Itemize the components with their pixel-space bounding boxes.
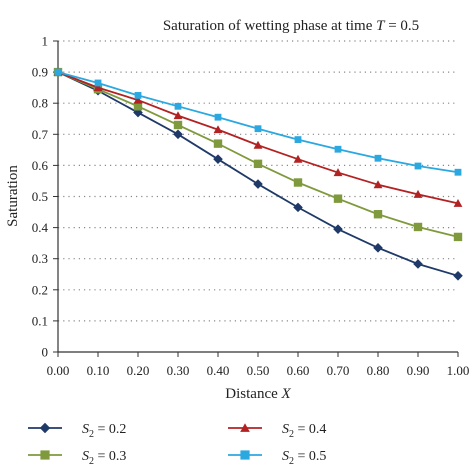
x-tick-label: 0.00 [47, 363, 70, 378]
data-point [213, 139, 223, 148]
data-point [294, 136, 302, 143]
legend-item: S2 = 0.4 [228, 422, 326, 440]
x-axis-label: Distance X [225, 386, 291, 402]
data-point [253, 159, 263, 169]
data-point [293, 154, 303, 163]
x-tick-label: 0.60 [287, 363, 310, 378]
data-point [333, 224, 343, 234]
data-point [374, 154, 382, 162]
y-tick-label: 0.8 [32, 96, 48, 111]
y-tick-label: 0.1 [32, 313, 48, 328]
x-tick-label: 0.40 [207, 363, 230, 378]
y-tick-label: 1 [42, 34, 49, 49]
legend-label: S2 = 0.4 [282, 422, 326, 440]
data-point [94, 79, 102, 87]
legend-label: S2 = 0.3 [82, 449, 126, 467]
data-point [334, 145, 342, 153]
data-point [173, 120, 183, 130]
chart-title: Saturation of wetting phase at time T = … [163, 18, 419, 34]
x-tick-label: 1.00 [447, 363, 470, 378]
data-point [453, 232, 463, 242]
data-point [173, 111, 183, 120]
y-tick-label: 0 [42, 345, 49, 360]
data-point [413, 222, 423, 232]
data-point [373, 210, 383, 219]
data-point [414, 162, 422, 170]
data-point [214, 113, 222, 121]
data-point [133, 95, 143, 104]
x-tick-labels: 0.00 0.10 0.20 0.30 0.40 0.50 0.60 0.70 0.80 0.90… [47, 363, 470, 378]
y-tick-label: 0.3 [32, 251, 48, 266]
y-tick-label: 0.9 [32, 65, 48, 80]
legend-item: S2 = 0.2 [28, 422, 126, 440]
data-point [213, 154, 223, 164]
x-tick-label: 0.20 [127, 363, 150, 378]
data-point [373, 243, 383, 253]
legend-item: S2 = 0.5 [228, 449, 326, 467]
y-tick-label: 0.5 [32, 189, 48, 204]
data-point [213, 125, 223, 134]
x-tick-label: 0.90 [407, 363, 430, 378]
legend-label: S2 = 0.5 [282, 449, 326, 467]
data-point [333, 194, 343, 203]
legend-marker [40, 450, 50, 460]
data-point [93, 83, 103, 92]
gridlines [58, 40, 458, 322]
data-point [173, 129, 183, 140]
x-tick-label: 0.80 [367, 363, 390, 378]
y-tick-label: 0.7 [32, 127, 49, 142]
y-tick-label: 0.6 [32, 158, 49, 173]
data-point [333, 168, 343, 177]
data-point [413, 189, 423, 198]
data-point [293, 178, 303, 187]
series-4 [54, 68, 462, 176]
series-1 [53, 67, 463, 281]
data-point [174, 102, 182, 110]
series-group [53, 67, 463, 281]
legend-item: S2 = 0.3 [28, 449, 126, 467]
y-tick-labels: 0 0.1 0.2 0.3 0.4 0.5 0.6 0.7 0.8 0.9 1 [32, 34, 49, 360]
legend-marker [240, 450, 250, 460]
legend: S2 = 0.2 S2 = 0.3 S2 = 0.4 S2 = 0.5 [28, 422, 326, 467]
x-tick-label: 0.50 [247, 363, 270, 378]
data-point [373, 180, 383, 189]
legend-label: S2 = 0.2 [82, 422, 126, 440]
data-point [453, 271, 463, 281]
y-tick-label: 0.2 [32, 282, 48, 297]
series-line [57, 71, 459, 277]
series-line [57, 71, 459, 238]
y-tick-label: 0.4 [32, 220, 49, 235]
x-tick-label: 0.10 [87, 363, 110, 378]
data-point [253, 140, 263, 149]
x-tick-label: 0.70 [327, 363, 350, 378]
data-point [54, 68, 62, 76]
data-point [253, 179, 263, 189]
x-tick-label: 0.30 [167, 363, 190, 378]
data-point [134, 92, 142, 99]
data-point [293, 202, 303, 213]
legend-marker [39, 422, 51, 434]
data-point [133, 102, 143, 111]
data-point [254, 125, 262, 133]
y-axis-label: Saturation [5, 165, 21, 227]
series-line [57, 71, 459, 174]
data-point [454, 168, 462, 176]
legend-marker [240, 423, 250, 432]
data-point [453, 198, 463, 207]
data-point [413, 259, 423, 269]
